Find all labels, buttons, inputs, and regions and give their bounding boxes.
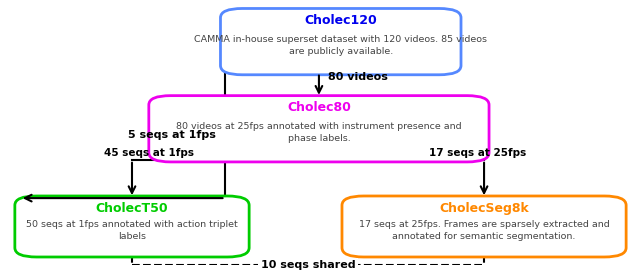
Text: 5 seqs at 1fps: 5 seqs at 1fps xyxy=(128,130,216,140)
Text: 45 seqs at 1fps: 45 seqs at 1fps xyxy=(104,149,194,159)
Text: Cholec120: Cholec120 xyxy=(305,14,377,27)
Text: 17 seqs at 25fps. Frames are sparsely extracted and
annotated for semantic segme: 17 seqs at 25fps. Frames are sparsely ex… xyxy=(358,220,609,241)
Text: 10 seqs shared: 10 seqs shared xyxy=(260,260,355,270)
Text: 80 videos at 25fps annotated with instrument presence and
phase labels.: 80 videos at 25fps annotated with instru… xyxy=(176,122,461,143)
Text: CholecSeg8k: CholecSeg8k xyxy=(439,202,529,215)
FancyBboxPatch shape xyxy=(342,196,626,257)
Text: 50 seqs at 1fps annotated with action triplet
labels: 50 seqs at 1fps annotated with action tr… xyxy=(26,220,238,241)
Text: Cholec80: Cholec80 xyxy=(287,101,351,114)
Text: 80 videos: 80 videos xyxy=(328,72,388,82)
FancyBboxPatch shape xyxy=(15,196,249,257)
Text: CAMMA in-house superset dataset with 120 videos. 85 videos
are publicly availabl: CAMMA in-house superset dataset with 120… xyxy=(194,35,487,56)
Text: 17 seqs at 25fps: 17 seqs at 25fps xyxy=(429,149,527,159)
FancyBboxPatch shape xyxy=(220,8,461,75)
FancyBboxPatch shape xyxy=(149,96,489,162)
Text: CholecT50: CholecT50 xyxy=(96,202,168,215)
